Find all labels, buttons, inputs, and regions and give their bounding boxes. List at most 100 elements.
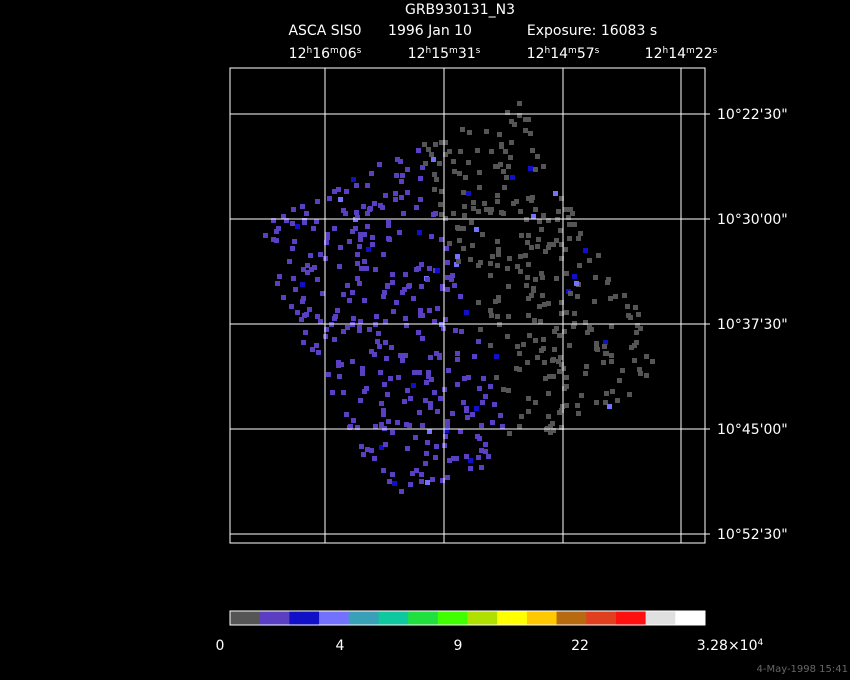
pixel [543,249,548,254]
pixel [554,326,559,331]
pixel [445,424,450,429]
label-part: m [330,46,339,56]
pixel [526,409,531,414]
pixel [417,370,422,375]
pixel [353,226,358,231]
dec-label: 10°30'00" [717,212,788,228]
pixel [382,290,387,295]
pixel [367,327,372,332]
pixel [510,175,515,180]
pixel [293,287,298,292]
pixel [309,267,314,272]
pixel [568,291,573,296]
pixel [634,340,639,345]
pixel [434,177,439,182]
pixel [428,405,433,410]
pixel [357,325,362,330]
pixel [458,149,463,154]
pixel [399,489,404,494]
pixel [374,314,379,319]
pixel [564,375,569,380]
pixel [466,191,471,196]
pixel [358,319,363,324]
pixel [505,334,510,339]
pixel [523,128,528,133]
label-part: 0 [216,638,225,654]
pixel [419,284,424,289]
pixel [395,420,400,425]
pixel [379,445,384,450]
pixel [344,412,349,417]
pixel [431,212,436,217]
pixel [550,421,555,426]
pixel [486,454,491,459]
label-part: 15 [431,46,449,62]
coordinate-grid: 12h16m06s 12h15m31s 12h14m57s 12h14m22s10°2… [230,46,788,543]
pixel [482,201,487,206]
pixel [416,266,421,271]
pixel [533,338,538,343]
pixel [417,410,422,415]
pixel [411,383,416,388]
pixel [419,262,424,267]
pixel [433,142,438,147]
pixel [472,354,477,359]
label-part: 12 [289,46,307,62]
pixel [390,280,395,285]
pixel [632,343,637,348]
pixel [615,398,620,403]
pixel [355,261,360,266]
pixel [633,305,638,310]
pixel [400,290,405,295]
dec-label: 10°45'00" [717,422,788,438]
pixel [366,247,371,252]
pixel [291,276,296,281]
pixel [275,281,280,286]
pixel [508,155,513,160]
pixel [579,393,584,398]
pixel [429,152,434,157]
pixel [418,308,423,313]
pixel [341,329,346,334]
pixel [462,213,467,218]
pixel [471,200,476,205]
label-part: 22 [695,46,713,62]
label-part: 12 [527,46,545,62]
pixel [417,230,422,235]
pixel [541,164,546,169]
pixel [377,344,382,349]
colorbar-cell [348,611,379,625]
pixel [311,226,316,231]
pixel [369,448,374,453]
pixel [425,277,430,282]
pixel [572,311,577,316]
pixel [587,258,592,263]
pixel [345,325,350,330]
pixel [490,420,495,425]
pixel [404,422,409,427]
pixel [626,313,631,318]
pixel [451,159,456,164]
pixel [402,287,407,292]
pixel [547,374,552,379]
pixel [644,354,649,359]
pixel [315,314,320,319]
pixel [572,222,577,227]
pixel [362,389,367,394]
pixel [403,272,408,277]
pixel [287,259,292,264]
pixel [341,292,346,297]
pixel [499,142,504,147]
pixel [381,252,386,257]
pixel [546,218,551,223]
pixel [372,352,377,357]
pixel [403,316,408,321]
pixel [458,294,463,299]
pixel [495,199,500,204]
pixel [551,242,556,247]
pixel [601,360,606,365]
dec-label: 10°52'30" [717,527,788,543]
pixel [358,237,363,242]
label-part: 57 [577,46,595,62]
pixel [506,388,511,393]
